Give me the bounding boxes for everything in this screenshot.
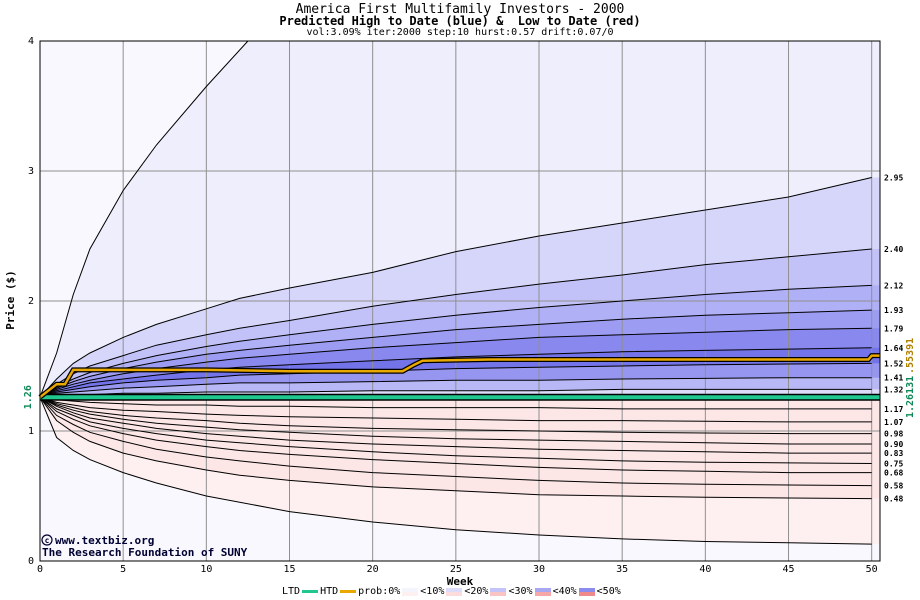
- lower-band-label-7: 0.58: [884, 482, 903, 491]
- x-tick-label-4: 20: [367, 564, 379, 575]
- upper-line-6: [39, 362, 872, 398]
- upper-line-3: [39, 309, 872, 398]
- chart-subtitle: Predicted High to Date (blue) & Low to D…: [279, 14, 641, 28]
- lower-line-2: [39, 396, 872, 435]
- legend-item-2: <30%: [508, 586, 533, 597]
- legend-item-3: <40%: [552, 586, 577, 597]
- legend-swatch-1: [446, 587, 463, 596]
- lower-band-label-8: 0.48: [884, 495, 903, 504]
- copyright-letter: c: [45, 536, 50, 545]
- x-axis-label: Week: [447, 575, 474, 588]
- lower-line-0: [39, 396, 872, 410]
- lower-line-1: [39, 396, 872, 423]
- upper-band-label-6: 1.52: [884, 359, 903, 368]
- htd-series-line: [39, 354, 880, 399]
- lower-line-7: [39, 396, 872, 487]
- upper-band-label-4: 1.79: [884, 324, 903, 333]
- upper-line-7: [39, 377, 872, 398]
- x-tick-label-5: 25: [450, 564, 462, 575]
- upper-line-2: [39, 284, 872, 398]
- lower-band-label-3: 0.90: [884, 440, 903, 449]
- y-tick-label-2: 2: [28, 296, 34, 307]
- watermark-org: The Research Foundation of SUNY: [42, 546, 248, 559]
- lower-band-label-5: 0.75: [884, 460, 903, 469]
- legend-swatch-0: [402, 587, 419, 596]
- upper-band-label-8: 1.32: [884, 385, 903, 394]
- legend-item-0: <10%: [420, 586, 445, 597]
- upper-line-0: [39, 177, 872, 398]
- chart-title: America First Multifamily Investors - 20…: [295, 2, 625, 17]
- right-label-ltd: 1.26131: [905, 376, 916, 418]
- lower-line-6: [39, 396, 872, 474]
- lower-band-label-1: 1.07: [884, 418, 903, 427]
- legend-prob-label: prob:0%: [358, 586, 401, 597]
- lower-line-5: [39, 396, 872, 464]
- lower-band-8: [40, 397, 880, 499]
- lower-band-label-4: 0.83: [884, 449, 903, 458]
- y-tick-label-3: 3: [28, 166, 34, 177]
- y-tick-label-1: 1: [28, 426, 34, 437]
- watermark-url: www.textbiz.org: [55, 534, 154, 547]
- plot-border: [39, 40, 881, 562]
- upper-band-label-5: 1.64: [884, 344, 903, 353]
- lower-line-8: [39, 396, 872, 500]
- legend-item-4: <50%: [596, 586, 621, 597]
- upper-band-label-7: 1.41: [884, 374, 903, 383]
- upper-outer-line: [39, 40, 880, 398]
- chart-params: vol:3.09% iter:2000 step:10 hurst:0.57 d…: [306, 27, 614, 38]
- lower-outer-line: [39, 397, 872, 545]
- legend-swatch-4: [578, 587, 595, 596]
- legend-item-1: <20%: [464, 586, 489, 597]
- x-tick-label-8: 40: [699, 564, 711, 575]
- x-tick-label-6: 30: [533, 564, 545, 575]
- lower-band-label-6: 0.68: [884, 469, 903, 478]
- copyright-icon: [41, 534, 53, 546]
- y-tick-label-0: 0: [28, 556, 34, 567]
- x-tick-label-2: 10: [200, 564, 212, 575]
- lower-line-3: [39, 396, 872, 445]
- legend-swatch-3: [534, 587, 551, 596]
- legend-ltd-swatch: [302, 590, 319, 593]
- x-tick-label-10: 50: [866, 564, 878, 575]
- legend-htd-swatch: [340, 590, 357, 593]
- lower-band-label-2: 0.98: [884, 430, 903, 439]
- lower-line-4: [39, 396, 872, 454]
- start-price-label: 1.26: [23, 385, 34, 409]
- upper-band-label-3: 1.93: [884, 306, 903, 315]
- x-tick-label-9: 45: [782, 564, 794, 575]
- legend: LTD HTD prob:0% <10% <20% <30% <40% <50%: [282, 586, 621, 597]
- y-axis-label: Price ($): [4, 270, 17, 330]
- x-tick-label-0: 0: [37, 564, 43, 575]
- upper-line-4: [39, 327, 872, 398]
- right-label-htd: .55391: [905, 338, 916, 374]
- lower-band-label-0: 1.17: [884, 405, 903, 414]
- upper-band-label-1: 2.40: [884, 245, 903, 254]
- upper-band-label-2: 2.12: [884, 281, 903, 290]
- legend-ltd-label: LTD: [282, 586, 301, 597]
- legend-swatch-2: [490, 587, 507, 596]
- x-tick-label-3: 15: [283, 564, 295, 575]
- x-tick-label-7: 35: [616, 564, 628, 575]
- y-tick-label-4: 4: [28, 36, 34, 47]
- x-tick-label-1: 5: [120, 564, 126, 575]
- upper-band-label-0: 2.95: [884, 174, 903, 183]
- upper-line-5: [39, 347, 872, 398]
- legend-htd-label: HTD: [320, 586, 339, 597]
